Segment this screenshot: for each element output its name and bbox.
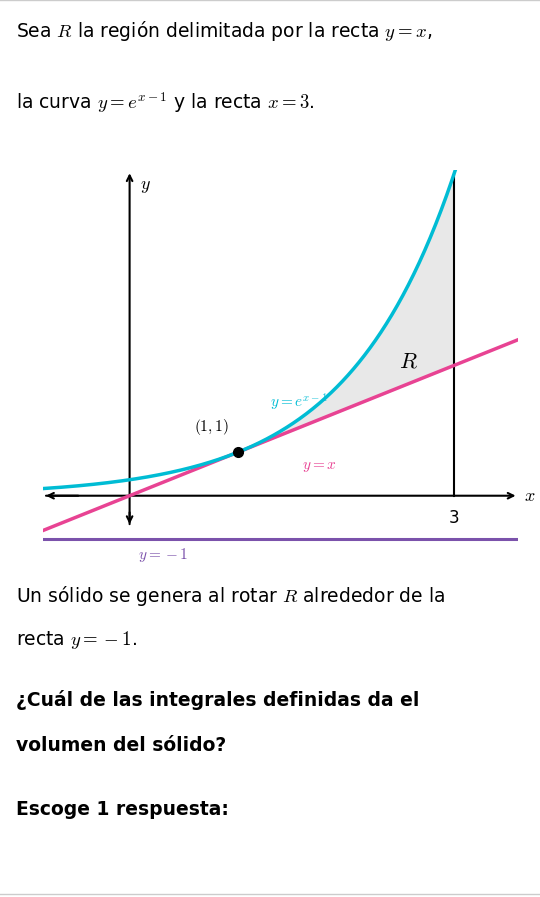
Text: Sea $\mathit{R}$ la región delimitada por la recta $y = x$,: Sea $\mathit{R}$ la región delimitada po… — [16, 20, 433, 43]
Text: volumen del sólido?: volumen del sólido? — [16, 736, 226, 754]
Text: $y = x$: $y = x$ — [302, 459, 337, 474]
Text: $y = e^{x-1}$: $y = e^{x-1}$ — [270, 392, 328, 414]
Text: $R$: $R$ — [399, 352, 417, 371]
Text: la curva $y = e^{x-1}$ y la recta $x = 3$.: la curva $y = e^{x-1}$ y la recta $x = 3… — [16, 91, 315, 116]
Text: 3: 3 — [448, 509, 459, 527]
Text: $(1, 1)$: $(1, 1)$ — [194, 417, 229, 437]
Text: $x$: $x$ — [524, 487, 535, 505]
Text: ¿Cuál de las integrales definidas da el: ¿Cuál de las integrales definidas da el — [16, 691, 420, 710]
Text: recta $y = -1$.: recta $y = -1$. — [16, 629, 137, 651]
Text: $y$: $y$ — [140, 177, 151, 195]
Text: Un sólido se genera al rotar $R$ alrededor de la: Un sólido se genera al rotar $R$ alreded… — [16, 584, 445, 608]
Text: $y = -1$: $y = -1$ — [138, 545, 188, 563]
Text: Escoge 1 respuesta:: Escoge 1 respuesta: — [16, 800, 229, 819]
